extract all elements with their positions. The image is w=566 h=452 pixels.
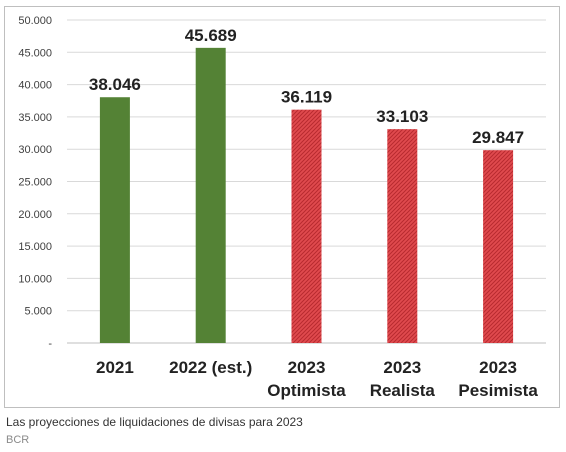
chart-frame: - 5.000 10.000 15.000 20.000 25.000 30.000 35.0… xyxy=(4,6,560,408)
y-tick-label: 10.000 xyxy=(18,273,52,285)
x-tick-label: 2023 xyxy=(288,358,326,377)
bar-chart: - 5.000 10.000 15.000 20.000 25.000 30.000 35.0… xyxy=(18,15,546,400)
x-tick-label: 2023 xyxy=(479,358,517,377)
bar xyxy=(99,97,130,343)
y-tick-label: 30.000 xyxy=(18,144,52,156)
data-labels: 38.046 45.689 36.119 33.103 29.847 xyxy=(89,26,524,147)
bar xyxy=(195,47,226,343)
y-tick-label: - xyxy=(48,338,52,350)
data-label: 36.119 xyxy=(281,88,332,107)
figure-caption: Las proyecciones de liquidaciones de div… xyxy=(6,415,303,429)
y-tick-label: 45.000 xyxy=(18,47,52,59)
y-tick-label: 50.000 xyxy=(18,15,52,27)
bar xyxy=(291,109,322,343)
x-tick-label: Optimista xyxy=(267,381,346,400)
data-label: 45.689 xyxy=(185,26,237,45)
x-tick-label: Realista xyxy=(370,381,436,400)
y-axis-ticks: - 5.000 10.000 15.000 20.000 25.000 30.000 35.0… xyxy=(18,15,52,350)
bars xyxy=(99,47,514,343)
y-tick-label: 20.000 xyxy=(18,209,52,221)
x-tick-label: 2022 (est.) xyxy=(169,358,252,377)
x-axis-ticks: 2021 2022 (est.) 2023 Optimista 2023 Realista… xyxy=(96,358,538,400)
data-label: 38.046 xyxy=(89,75,141,94)
y-tick-label: 35.000 xyxy=(18,112,52,124)
x-tick-label: 2023 xyxy=(383,358,421,377)
data-label: 33.103 xyxy=(376,107,428,126)
figure-credit: BCR xyxy=(6,434,30,446)
bar xyxy=(483,150,514,343)
x-tick-label: Pesimista xyxy=(458,381,538,400)
bar xyxy=(387,129,418,343)
y-tick-label: 5.000 xyxy=(24,306,52,318)
x-tick-label: 2021 xyxy=(96,358,134,377)
y-tick-label: 15.000 xyxy=(18,241,52,253)
y-tick-label: 40.000 xyxy=(18,80,52,92)
y-tick-label: 25.000 xyxy=(18,177,52,189)
data-label: 29.847 xyxy=(472,128,524,147)
